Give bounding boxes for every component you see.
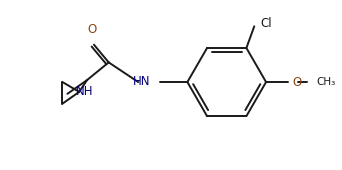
- Text: Cl: Cl: [260, 17, 272, 30]
- Text: HN: HN: [132, 75, 150, 88]
- Text: NH: NH: [76, 85, 94, 98]
- Text: O: O: [293, 75, 302, 89]
- Text: CH₃: CH₃: [316, 77, 336, 87]
- Text: O: O: [87, 23, 96, 36]
